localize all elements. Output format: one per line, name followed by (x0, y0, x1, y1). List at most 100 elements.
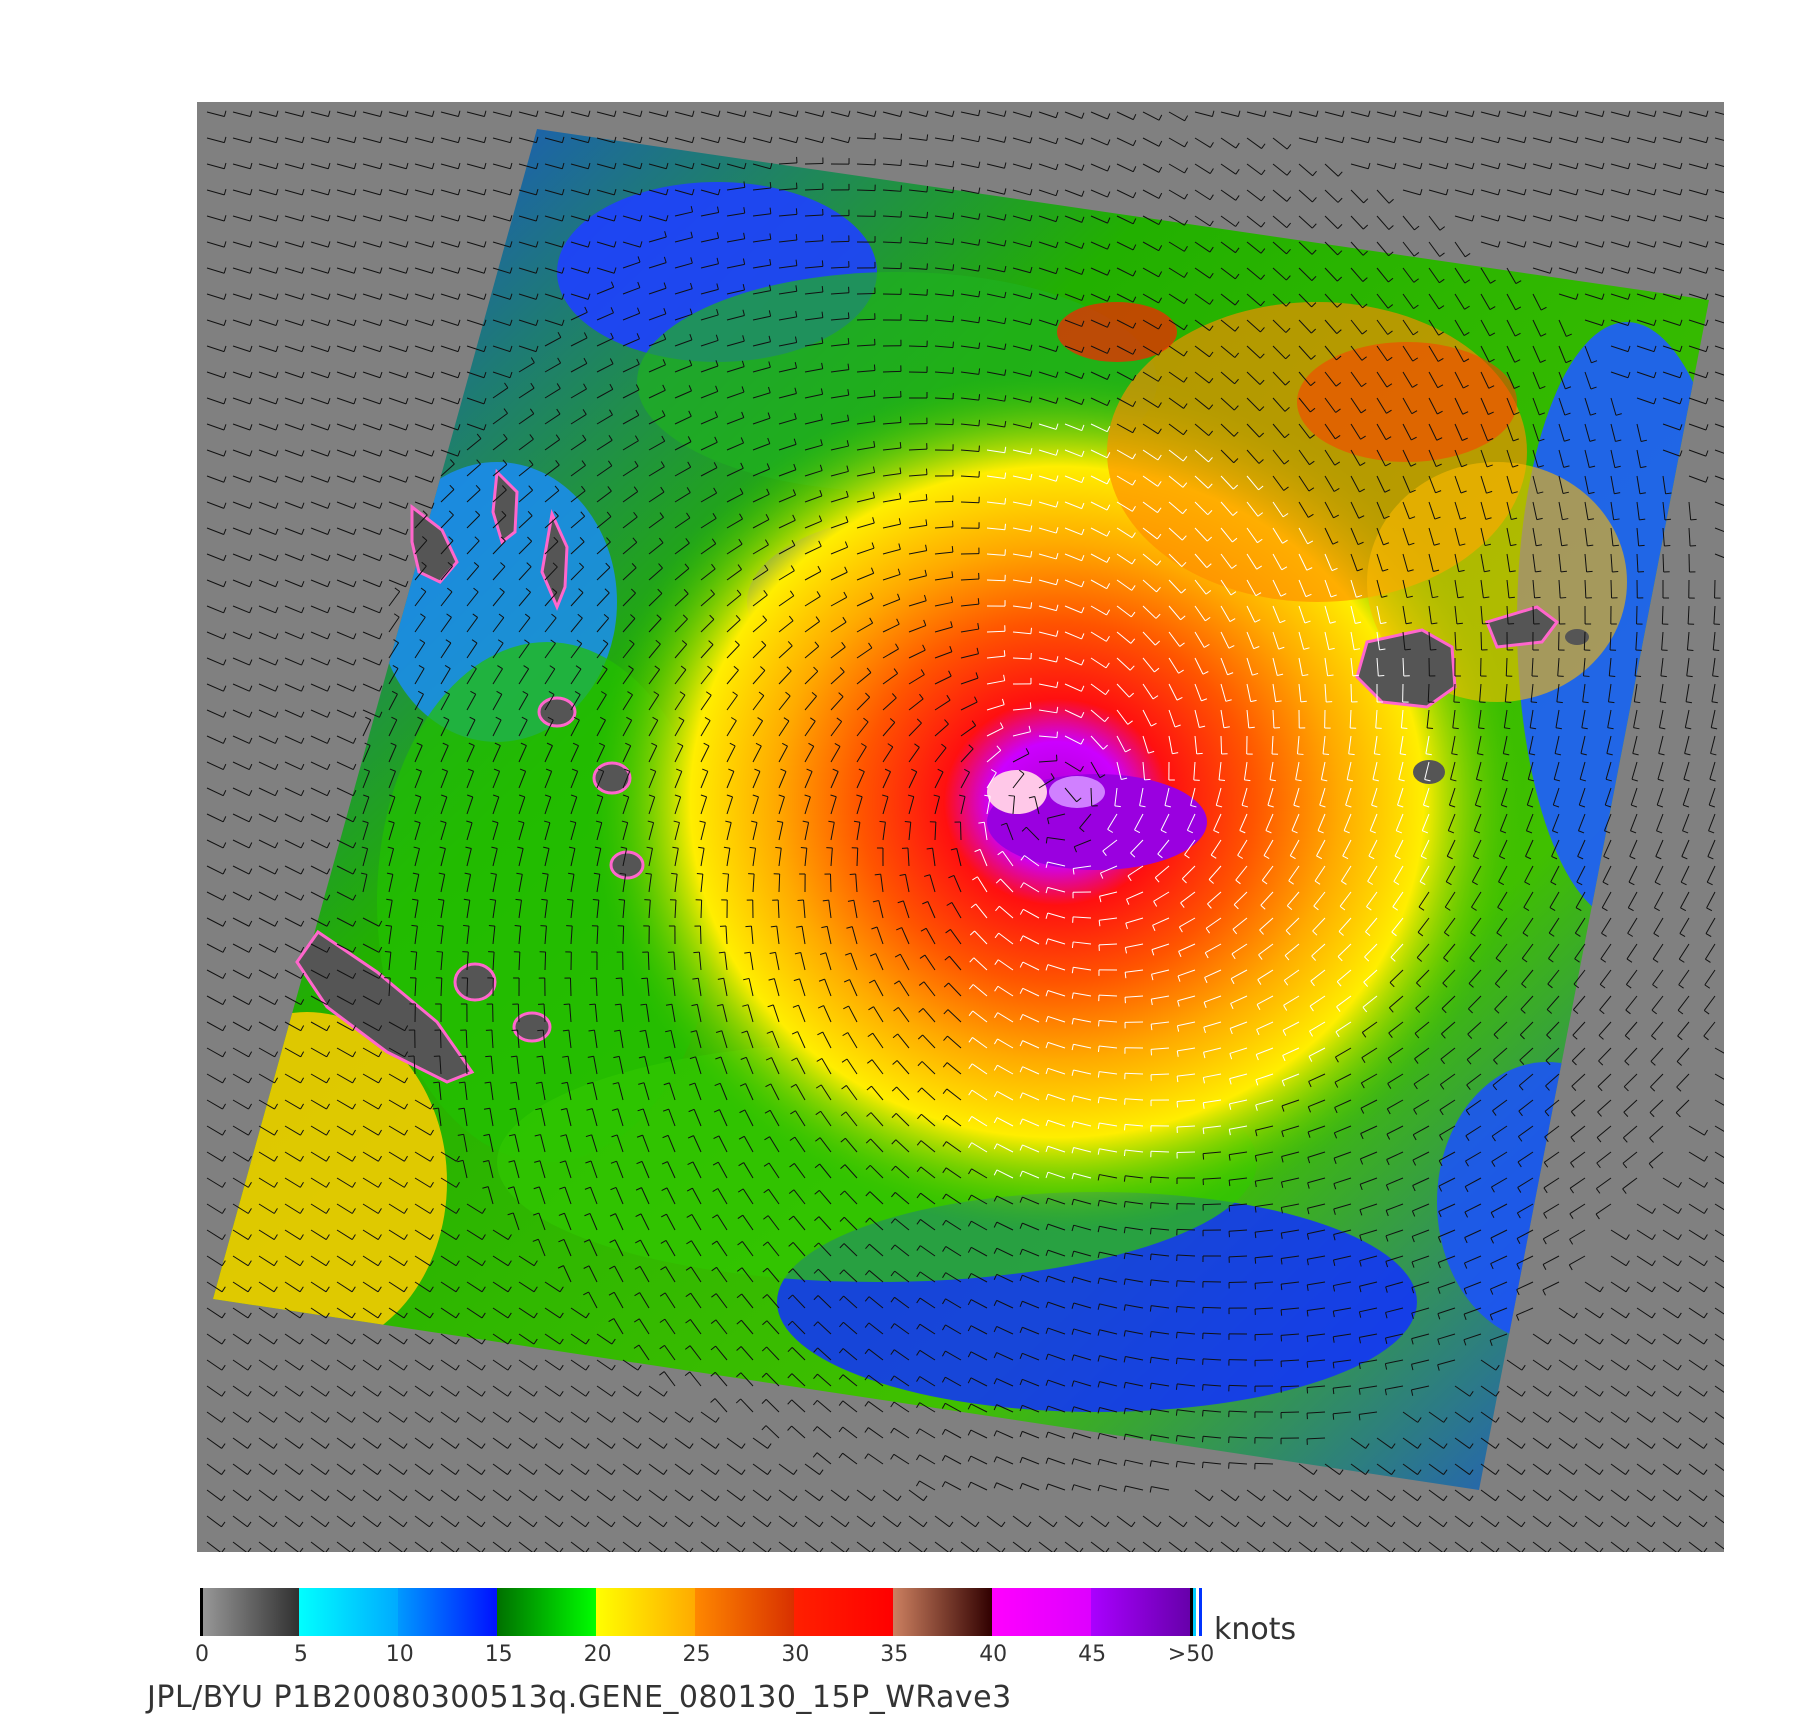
wind-barb (622, 287, 641, 295)
wind-barb (570, 311, 588, 321)
wind-barb-flag (765, 514, 770, 520)
wind-barb-flag (457, 267, 461, 274)
wind-barb-flag (1472, 881, 1478, 886)
wind-barb-flag (942, 1114, 947, 1121)
wind-barb (1350, 423, 1361, 440)
wind-barb (648, 593, 663, 607)
wind-barb-flag (1336, 302, 1342, 308)
wind-barb (232, 319, 251, 326)
wind-barb (488, 1160, 494, 1179)
wind-barb-flag (1389, 982, 1395, 988)
wind-barb (1602, 865, 1612, 883)
wind-barb-flag (1520, 1008, 1526, 1014)
wind-barb-flag (530, 357, 535, 363)
wind-barb-flag (1398, 779, 1405, 782)
wind-barb (960, 293, 979, 298)
wind-barb (845, 1111, 858, 1127)
wind-barb-flag (352, 711, 357, 718)
wind-barb-flag (1627, 371, 1631, 378)
wind-barb (206, 891, 224, 901)
wind-barb-flag (1055, 553, 1059, 560)
wind-barb (1454, 423, 1463, 441)
wind-barb (336, 163, 355, 170)
wind-barb-flag (676, 768, 682, 772)
wind-barb-flag (274, 920, 279, 927)
wind-barb (1265, 813, 1274, 831)
wind-barb (1555, 709, 1560, 728)
wind-barb-flag (496, 690, 503, 695)
wind-barb (1688, 163, 1707, 170)
wind-barb (1584, 579, 1587, 599)
wind-barb (622, 618, 636, 633)
wind-barb-flag (1000, 822, 1007, 826)
wind-barb (438, 1108, 442, 1127)
wind-barb-flag (1020, 855, 1025, 861)
wind-barb-flag (557, 357, 562, 364)
wind-barb-flag (247, 1208, 252, 1214)
wind-barb-flag (661, 435, 666, 442)
wind-barb (1402, 241, 1415, 257)
wind-barb-flag (1514, 332, 1521, 337)
wind-barb (1256, 995, 1274, 1005)
wind-barb (414, 449, 433, 457)
wind-barb-flag (517, 846, 524, 849)
wind-barb-flag (1045, 1068, 1049, 1075)
wind-barb-flag (300, 1129, 304, 1136)
wind-barb (1584, 449, 1590, 468)
wind-barb-flag (685, 538, 690, 544)
wind-barb (466, 926, 470, 945)
wind-barb (1256, 1047, 1274, 1055)
wind-barb (795, 1110, 806, 1127)
wind-barb-flag (483, 398, 487, 405)
wind-barb (258, 1047, 275, 1058)
wind-barb (804, 695, 817, 711)
wind-barb (570, 617, 583, 633)
wind-barb (362, 657, 380, 666)
wind-barb-flag (1345, 804, 1352, 808)
wind-barb (1480, 449, 1488, 468)
wind-barb-flag (249, 188, 253, 196)
wind-barb-flag (1363, 198, 1369, 204)
wind-barb-flag (1097, 1148, 1100, 1155)
wind-barb-flag (898, 543, 901, 550)
wind-barb-flag (1605, 804, 1612, 808)
wind-barb (1390, 943, 1404, 958)
wind-barb-flag (655, 639, 661, 645)
wind-barb (622, 137, 641, 144)
wind-barb-flag (1396, 830, 1402, 834)
wind-barb (1551, 813, 1560, 831)
wind-barb (1142, 189, 1160, 199)
wind-barb (1038, 605, 1057, 612)
wind-barb (1706, 865, 1716, 883)
wind-barb (362, 1177, 379, 1188)
wind-barb-flag (1549, 136, 1553, 143)
wind-barb (336, 1177, 353, 1188)
wind-barb-flag (882, 794, 889, 798)
wind-barb-flag (1080, 685, 1085, 692)
wind-barb (1649, 1099, 1664, 1113)
wind-barb-flag (1209, 299, 1214, 305)
wind-barb-flag (1660, 701, 1667, 704)
wind-barb-flag (1081, 607, 1085, 614)
wind-barb (492, 412, 508, 425)
wind-barb (856, 446, 875, 451)
wind-barb-flag (1029, 318, 1033, 325)
wind-barb-flag (249, 685, 253, 692)
wind-barb (1203, 1073, 1222, 1078)
wind-barb (804, 570, 822, 581)
wind-barb (1480, 319, 1491, 337)
wind-barb (700, 314, 719, 321)
wind-barb (1229, 1021, 1248, 1029)
wind-barb (996, 1169, 1014, 1179)
wind-barb (206, 917, 224, 927)
wind-barb-flag (405, 502, 409, 509)
wind-barb-flag (680, 665, 687, 671)
wind-barb-flag (769, 181, 772, 189)
wind-barb-flag (1282, 539, 1288, 544)
wind-barb-flag (518, 794, 525, 798)
wind-barb-flag (1254, 1155, 1258, 1162)
wind-barb (310, 657, 328, 666)
wind-barb (645, 1030, 650, 1049)
wind-barb (1116, 267, 1134, 277)
wind-barb (752, 315, 771, 321)
